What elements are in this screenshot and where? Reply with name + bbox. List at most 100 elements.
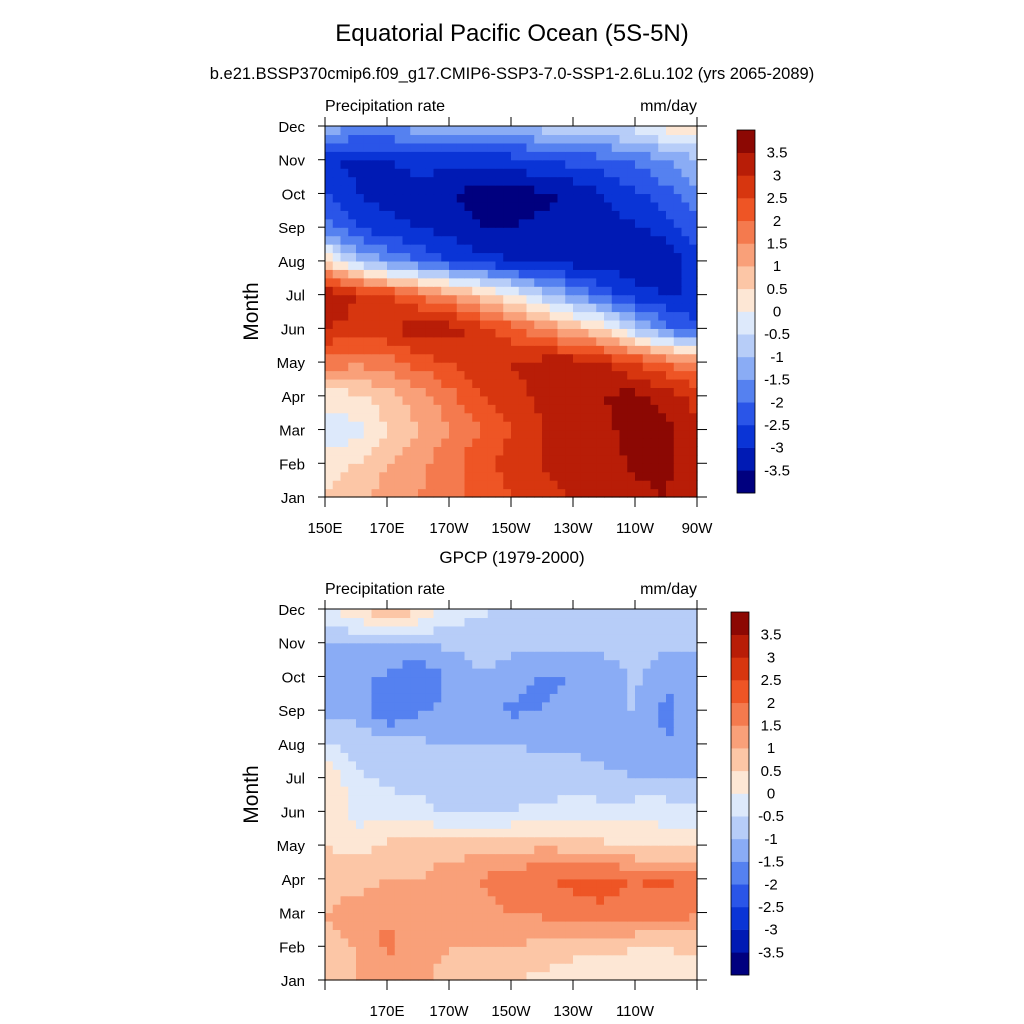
heatmap-cell bbox=[464, 743, 473, 753]
heatmap-cell bbox=[418, 853, 427, 863]
heatmap-cell bbox=[642, 480, 652, 490]
heatmap-cell bbox=[363, 193, 373, 203]
heatmap-cell bbox=[480, 912, 489, 922]
heatmap-cell bbox=[456, 370, 466, 380]
heatmap-cell bbox=[518, 336, 528, 346]
heatmap-cell bbox=[642, 378, 652, 388]
heatmap-cell bbox=[379, 244, 388, 254]
heatmap-cell bbox=[518, 395, 528, 405]
heatmap-cell bbox=[402, 642, 411, 652]
heatmap-cell bbox=[627, 625, 636, 635]
heatmap-cell bbox=[534, 294, 543, 304]
heatmap-cell bbox=[549, 819, 559, 829]
heatmap-cell bbox=[611, 353, 621, 363]
heatmap-cell bbox=[356, 488, 365, 498]
heatmap-cell bbox=[464, 210, 473, 220]
heatmap-cell bbox=[642, 277, 652, 287]
heatmap-cell bbox=[402, 625, 411, 635]
heatmap-cell bbox=[449, 353, 458, 363]
heatmap-cell bbox=[495, 668, 504, 678]
heatmap-cell bbox=[635, 235, 644, 245]
heatmap-cell bbox=[518, 142, 528, 152]
heatmap-cell bbox=[402, 887, 411, 897]
heatmap-cell bbox=[332, 319, 342, 329]
heatmap-cell bbox=[542, 294, 551, 304]
heatmap-cell bbox=[425, 710, 435, 720]
heatmap-cell bbox=[325, 311, 334, 321]
heatmap-cell bbox=[387, 218, 396, 228]
heatmap-cell bbox=[371, 277, 380, 287]
heatmap-cell bbox=[425, 218, 435, 228]
heatmap-cell bbox=[340, 488, 349, 498]
heatmap-cell bbox=[332, 328, 342, 338]
heatmap-cell bbox=[495, 845, 504, 855]
heatmap-cell bbox=[371, 718, 380, 728]
heatmap-cell bbox=[487, 319, 497, 329]
heatmap-cell bbox=[402, 634, 411, 644]
heatmap-cell bbox=[666, 920, 675, 931]
heatmap-cell bbox=[332, 828, 342, 838]
heatmap-cell bbox=[456, 718, 466, 728]
heatmap-cell bbox=[642, 218, 652, 228]
heatmap-cell bbox=[425, 437, 435, 448]
heatmap-cell bbox=[542, 752, 551, 762]
heatmap-cell bbox=[456, 760, 466, 770]
heatmap-cell bbox=[650, 277, 659, 287]
heatmap-cell bbox=[642, 142, 652, 152]
heatmap-cell bbox=[673, 303, 683, 313]
heatmap-cell bbox=[402, 752, 411, 762]
heatmap-cell bbox=[658, 235, 667, 245]
heatmap-cell bbox=[487, 387, 497, 397]
heatmap-cell bbox=[650, 227, 659, 237]
heatmap-cell bbox=[340, 303, 349, 313]
heatmap-cell bbox=[619, 904, 628, 914]
heatmap-cell bbox=[402, 437, 411, 448]
x-tick-label: 110W bbox=[616, 520, 655, 537]
heatmap-cell bbox=[325, 168, 334, 178]
colorbar-box bbox=[731, 793, 749, 817]
heatmap-cell bbox=[425, 353, 435, 363]
heatmap-cell bbox=[511, 142, 520, 152]
heatmap-cell bbox=[611, 185, 621, 195]
heatmap-cell bbox=[356, 319, 365, 329]
heatmap-cell bbox=[689, 777, 698, 787]
heatmap-cell bbox=[503, 735, 512, 745]
heatmap-cell bbox=[495, 126, 504, 136]
heatmap-cell bbox=[332, 794, 342, 804]
heatmap-cell bbox=[658, 303, 667, 313]
heatmap-cell bbox=[363, 151, 373, 161]
heatmap-cell bbox=[534, 878, 543, 888]
heatmap-cell bbox=[588, 471, 597, 481]
heatmap-cell bbox=[526, 609, 535, 619]
heatmap-cell bbox=[588, 920, 597, 931]
heatmap-cell bbox=[666, 480, 675, 490]
heatmap-cell bbox=[464, 260, 473, 270]
heatmap-cell bbox=[666, 210, 675, 220]
heatmap-cell bbox=[348, 429, 357, 439]
heatmap-cell bbox=[689, 244, 698, 254]
heatmap-cell bbox=[449, 235, 458, 245]
heatmap-cell bbox=[619, 362, 628, 372]
heatmap-cell bbox=[534, 718, 543, 728]
heatmap-cell bbox=[604, 887, 613, 897]
heatmap-cell bbox=[348, 277, 357, 287]
heatmap-cell bbox=[650, 676, 659, 686]
heatmap-cell bbox=[573, 634, 582, 644]
heatmap-cell bbox=[356, 303, 365, 313]
heatmap-cell bbox=[611, 370, 621, 380]
colorbar-box bbox=[731, 725, 749, 749]
heatmap-cell bbox=[387, 794, 396, 804]
heatmap-cell bbox=[433, 676, 442, 686]
heatmap-cell bbox=[658, 319, 667, 329]
heatmap-cell bbox=[503, 676, 512, 686]
heatmap-cell bbox=[573, 828, 582, 838]
heatmap-cell bbox=[503, 954, 512, 964]
heatmap-cell bbox=[588, 378, 597, 388]
heatmap-cell bbox=[487, 235, 497, 245]
heatmap-cell bbox=[565, 395, 574, 405]
heatmap-cell bbox=[425, 210, 435, 220]
heatmap-cell bbox=[518, 151, 528, 161]
heatmap-cell bbox=[526, 404, 535, 414]
heatmap-cell bbox=[418, 625, 427, 635]
heatmap-cell bbox=[472, 752, 481, 762]
